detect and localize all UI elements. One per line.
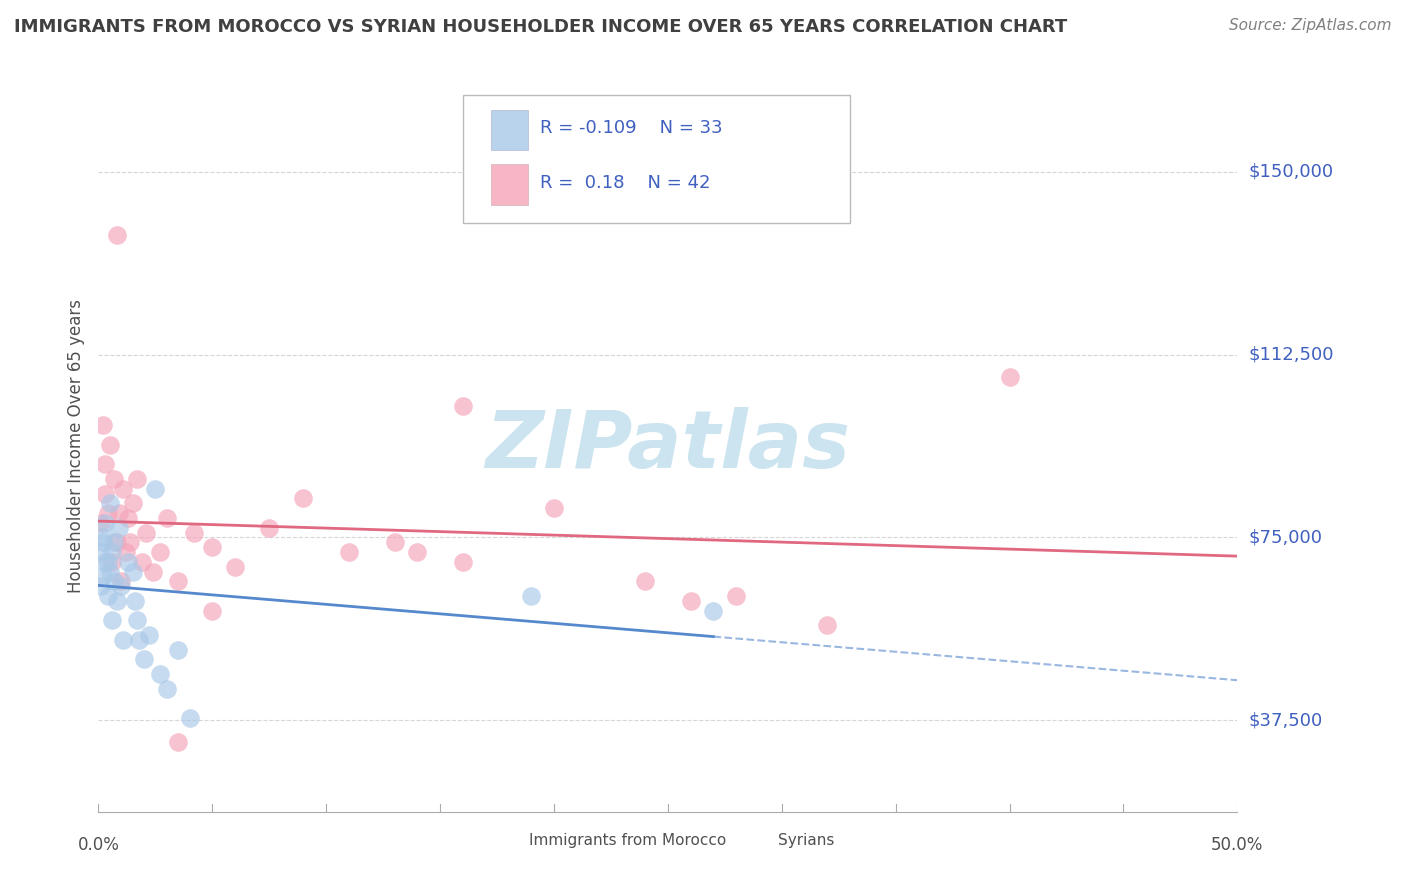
Point [124, 594, 146, 608]
Text: ZIPatlas: ZIPatlas [485, 407, 851, 485]
Point [91, 418, 114, 433]
Point [127, 613, 149, 627]
Point [94, 486, 117, 500]
Point [292, 491, 315, 506]
Point [156, 681, 179, 696]
Point [110, 579, 132, 593]
Text: $37,500: $37,500 [1249, 711, 1323, 730]
Point [91, 535, 114, 549]
Point [131, 555, 153, 569]
Point [451, 399, 474, 413]
Point [98, 496, 121, 510]
Point [105, 228, 128, 243]
Point [117, 511, 139, 525]
Point [167, 642, 190, 657]
Point [145, 482, 167, 496]
Point [108, 521, 131, 535]
Point [384, 535, 406, 549]
Point [337, 545, 360, 559]
Point [998, 369, 1021, 384]
Point [91, 569, 114, 583]
Point [90, 545, 112, 559]
Text: Source: ZipAtlas.com: Source: ZipAtlas.com [1229, 18, 1392, 33]
Point [105, 535, 128, 549]
Point [101, 555, 124, 569]
Point [156, 511, 179, 525]
Bar [498, 830, 522, 852]
Point [121, 565, 143, 579]
Point [815, 618, 838, 632]
Point [132, 652, 155, 666]
Point [90, 579, 112, 593]
Text: $75,000: $75,000 [1249, 528, 1323, 547]
Point [98, 565, 121, 579]
Point [120, 535, 142, 549]
Point [679, 594, 702, 608]
Point [96, 506, 118, 520]
Point [108, 506, 131, 520]
Point [520, 589, 543, 603]
Text: 50.0%: 50.0% [1211, 836, 1264, 855]
Text: $150,000: $150,000 [1249, 162, 1334, 181]
Point [149, 667, 172, 681]
Point [105, 594, 128, 608]
Point [135, 525, 157, 540]
Point [90, 516, 112, 530]
Point [224, 559, 246, 574]
Text: R =  0.18    N = 42: R = 0.18 N = 42 [540, 174, 711, 192]
Point [110, 574, 132, 589]
Point [179, 711, 201, 725]
Point [149, 545, 172, 559]
Point [702, 603, 724, 617]
Point [128, 632, 150, 647]
Text: Syrians: Syrians [779, 833, 835, 848]
Point [117, 555, 139, 569]
Point [183, 525, 205, 540]
Point [112, 482, 135, 496]
Point [114, 545, 136, 559]
Point [103, 472, 125, 486]
Text: $112,500: $112,500 [1249, 345, 1334, 364]
Point [96, 589, 118, 603]
Point [406, 545, 429, 559]
Y-axis label: Householder Income Over 65 years: Householder Income Over 65 years [66, 299, 84, 593]
Point [543, 501, 565, 516]
Bar [748, 830, 773, 852]
Text: IMMIGRANTS FROM MOROCCO VS SYRIAN HOUSEHOLDER INCOME OVER 65 YEARS CORRELATION C: IMMIGRANTS FROM MOROCCO VS SYRIAN HOUSEH… [14, 18, 1067, 36]
Text: R = -0.109    N = 33: R = -0.109 N = 33 [540, 119, 723, 136]
Point [112, 632, 135, 647]
Bar [491, 110, 527, 150]
Point [634, 574, 657, 589]
Text: Immigrants from Morocco: Immigrants from Morocco [529, 833, 725, 848]
Point [259, 521, 281, 535]
Point [101, 613, 124, 627]
Point [167, 574, 190, 589]
Point [167, 735, 190, 749]
Point [138, 628, 160, 642]
Point [103, 574, 125, 589]
Point [94, 555, 117, 569]
Point [101, 545, 124, 559]
Text: 0.0%: 0.0% [77, 836, 120, 855]
Point [127, 472, 149, 486]
Point [201, 603, 224, 617]
Point [94, 516, 117, 530]
Point [201, 540, 224, 554]
Bar [491, 164, 527, 204]
Point [103, 535, 125, 549]
Point [96, 555, 118, 569]
Point [142, 565, 165, 579]
Point [725, 589, 748, 603]
Point [91, 530, 114, 544]
Point [94, 457, 117, 471]
Point [98, 438, 121, 452]
Point [121, 496, 143, 510]
Point [451, 555, 474, 569]
FancyBboxPatch shape [463, 95, 851, 223]
